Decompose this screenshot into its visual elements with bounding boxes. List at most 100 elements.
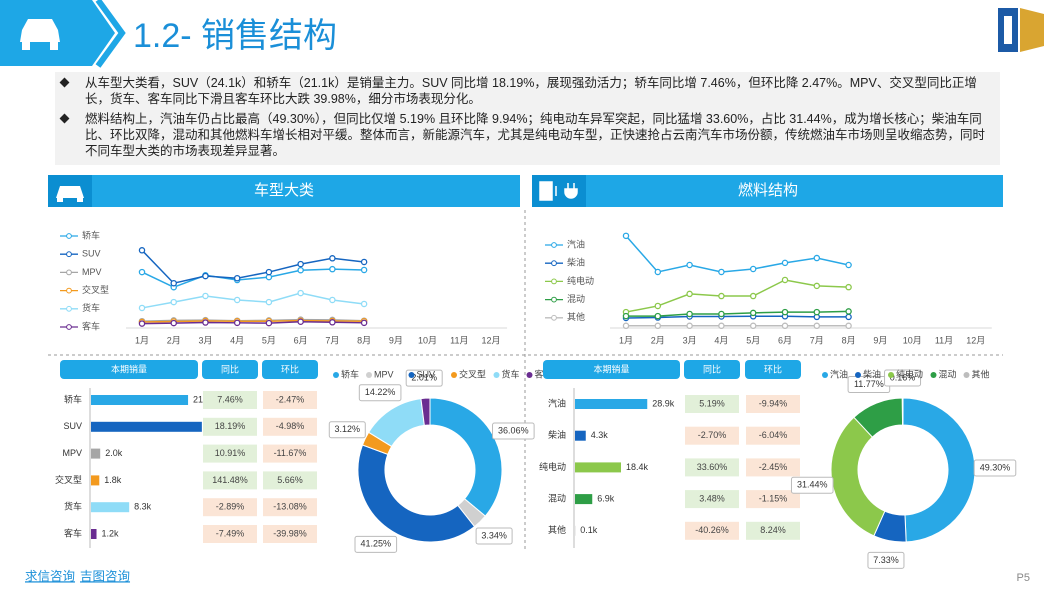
point	[233, 274, 241, 282]
slice	[902, 397, 976, 543]
legend-marker	[66, 269, 72, 276]
column-header-label: 环比	[281, 363, 299, 374]
legend-label: 轿车	[341, 368, 359, 379]
legend-marker	[66, 251, 72, 258]
legend-marker	[451, 372, 457, 378]
mom-label: -6.04%	[759, 430, 788, 440]
point	[686, 290, 693, 298]
x-tick-label: 10月	[903, 335, 922, 345]
point	[813, 322, 821, 330]
footer-link[interactable]: 求信咨询	[25, 568, 75, 583]
column-header-label: 本期销量	[111, 363, 147, 374]
point	[138, 268, 146, 276]
x-tick-label: 7月	[325, 335, 339, 345]
point	[297, 266, 304, 274]
data-label: 41.25%	[361, 539, 392, 549]
data-label-box	[405, 369, 443, 387]
x-tick-label: 2月	[167, 335, 181, 345]
value-label: 0.1k	[580, 525, 598, 535]
point	[170, 279, 177, 287]
page-title: 1.2- 销售结构	[133, 17, 337, 55]
legend-marker	[493, 372, 500, 378]
yoy-cell	[203, 391, 257, 409]
data-label: 36.06%	[498, 425, 529, 435]
legend-marker	[551, 260, 557, 267]
point	[749, 322, 757, 330]
yoy-cell	[685, 458, 739, 477]
point	[622, 232, 630, 240]
row-label: SUV	[63, 421, 82, 431]
series-line	[141, 268, 365, 289]
bar	[575, 462, 621, 473]
point	[718, 268, 725, 276]
mom-label: 5.66%	[277, 475, 303, 485]
legend-marker	[408, 372, 415, 378]
x-tick-label: 7月	[810, 335, 824, 345]
yoy-label: 5.19%	[699, 398, 725, 408]
legend-marker	[66, 287, 72, 294]
yoy-label: 18.19%	[215, 421, 246, 431]
legend-marker	[822, 372, 828, 378]
yoy-cell	[203, 417, 257, 436]
x-tick-label: 3月	[198, 335, 212, 345]
yoy-cell	[203, 471, 257, 490]
data-label: 11.77%	[854, 379, 884, 389]
row-label: 客车	[64, 527, 82, 538]
legend-label: 汽油	[830, 368, 848, 379]
x-tick-label: 11月	[935, 335, 953, 345]
x-tick-label: 10月	[418, 335, 437, 345]
data-label: 7.33%	[873, 555, 899, 565]
point	[781, 322, 789, 330]
point	[170, 319, 177, 327]
value-label: 18.4k	[626, 462, 649, 472]
data-label-box	[973, 459, 1017, 477]
point	[202, 292, 209, 300]
legend-label: 纯电动	[896, 368, 923, 379]
mom-label: -13.08%	[273, 502, 307, 512]
bullet-marker	[59, 113, 70, 124]
yoy-label: 33.60%	[697, 462, 728, 472]
point	[781, 259, 789, 267]
point	[360, 319, 368, 327]
data-label: 31.44%	[797, 480, 828, 490]
point	[138, 247, 146, 254]
mom-cell	[263, 444, 317, 463]
point	[360, 258, 368, 266]
column-header	[60, 360, 198, 379]
point	[845, 308, 852, 315]
x-tick-label: 2月	[651, 335, 665, 345]
yoy-label: -2.89%	[216, 502, 245, 512]
point	[329, 265, 336, 273]
slice	[901, 397, 904, 426]
panel-title: 燃料结构	[738, 181, 798, 199]
column-header	[745, 360, 801, 379]
data-label-box	[867, 551, 905, 569]
point	[749, 309, 757, 317]
mom-cell	[263, 417, 317, 436]
column-header-label: 本期销量	[593, 363, 629, 374]
row-label: 纯电动	[539, 461, 566, 472]
row-label: 混动	[548, 493, 566, 503]
point	[360, 300, 368, 308]
bar	[575, 430, 586, 441]
point	[329, 255, 336, 262]
point	[781, 308, 789, 316]
point	[686, 261, 693, 269]
data-label: 3.12%	[335, 424, 361, 434]
footer-link[interactable]: 吉图咨询	[80, 568, 130, 583]
point	[297, 318, 304, 325]
point	[170, 298, 177, 306]
yoy-label: 141.48%	[212, 475, 248, 485]
row-label: 汽油	[548, 397, 566, 408]
slice	[357, 444, 476, 543]
series-line	[141, 320, 365, 325]
mom-cell	[746, 426, 800, 445]
legend-marker	[526, 372, 533, 378]
yoy-cell	[203, 444, 257, 463]
point	[718, 292, 725, 300]
value-label: 6.9k	[597, 493, 615, 503]
bar	[575, 494, 593, 505]
legend-label: 柴油	[567, 257, 585, 268]
series-line	[625, 279, 849, 313]
legend-marker	[66, 233, 72, 239]
